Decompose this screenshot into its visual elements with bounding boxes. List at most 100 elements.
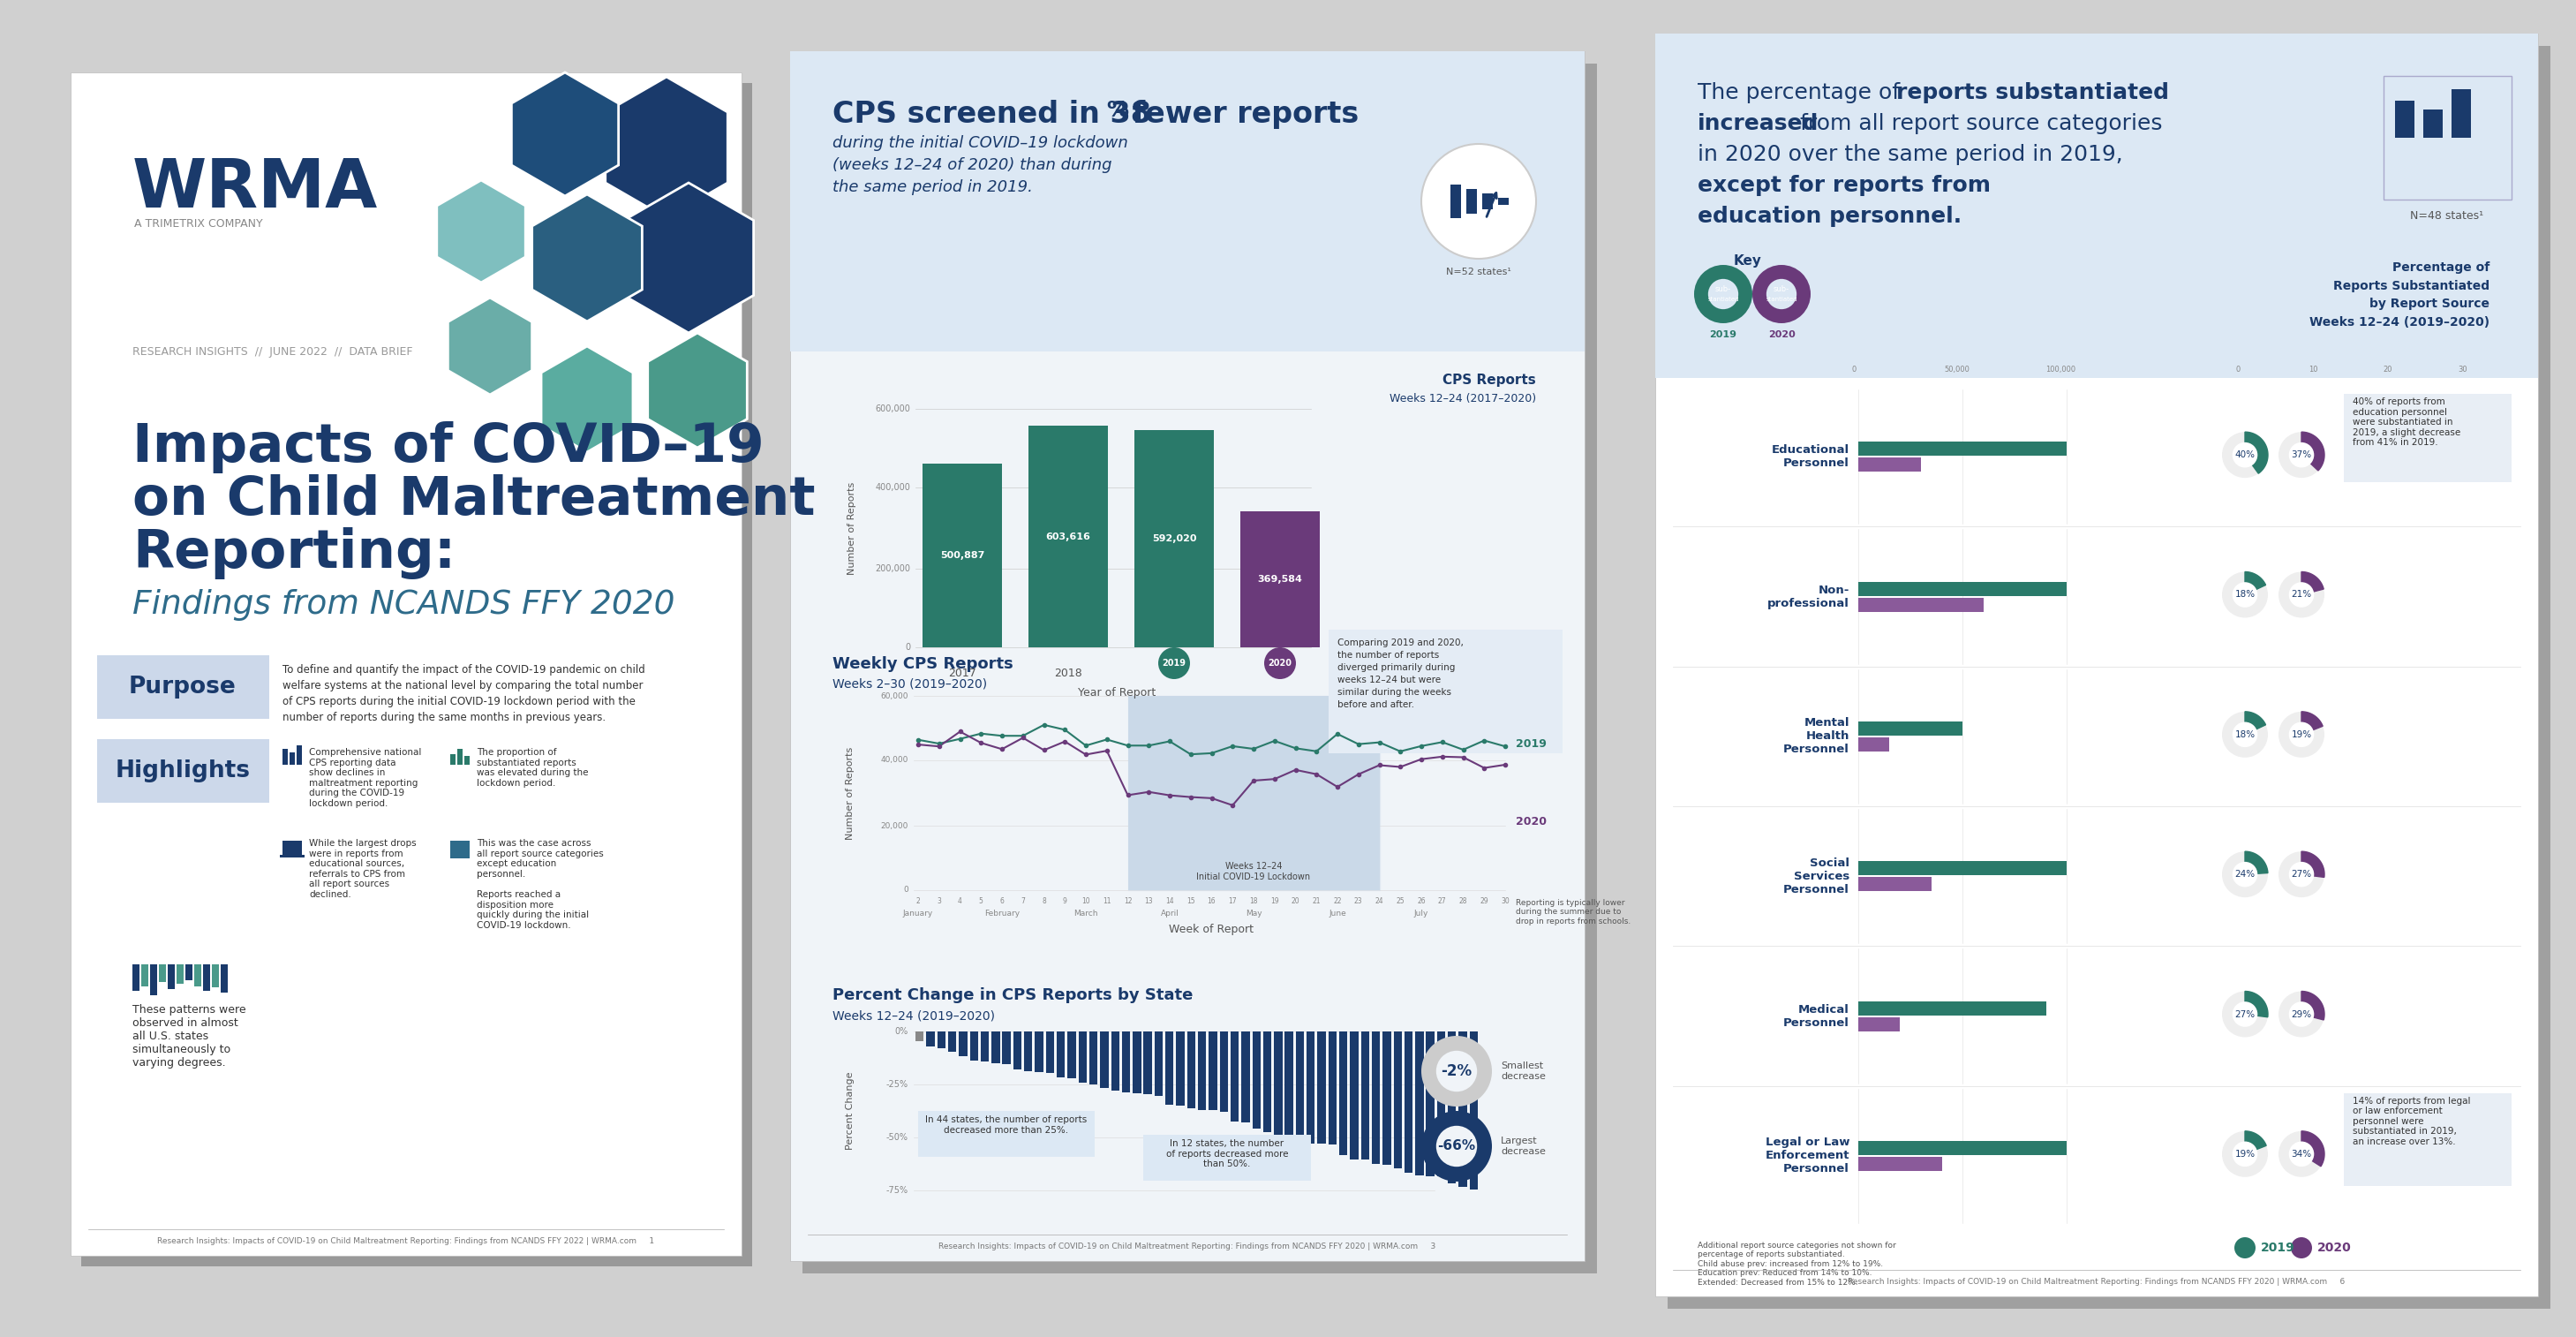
FancyBboxPatch shape bbox=[464, 755, 469, 765]
Text: 27%: 27% bbox=[2290, 870, 2311, 878]
Circle shape bbox=[2233, 1237, 2257, 1258]
Text: except for reports from: except for reports from bbox=[1698, 175, 1991, 197]
Text: education personnel.: education personnel. bbox=[1698, 206, 1963, 227]
Circle shape bbox=[2233, 722, 2257, 747]
Text: 25: 25 bbox=[1396, 897, 1404, 905]
FancyBboxPatch shape bbox=[917, 1111, 1095, 1157]
FancyBboxPatch shape bbox=[1128, 695, 1378, 890]
FancyBboxPatch shape bbox=[804, 64, 1597, 1273]
FancyBboxPatch shape bbox=[1144, 1135, 1311, 1181]
FancyBboxPatch shape bbox=[981, 1031, 989, 1062]
Text: 50,000: 50,000 bbox=[1945, 365, 1971, 373]
FancyBboxPatch shape bbox=[1667, 45, 2550, 1309]
Text: The percentage of: The percentage of bbox=[1698, 82, 1906, 103]
Text: 30: 30 bbox=[1502, 897, 1510, 905]
Circle shape bbox=[2233, 1001, 2257, 1027]
FancyBboxPatch shape bbox=[1394, 1031, 1401, 1169]
Text: -2%: -2% bbox=[1440, 1063, 1471, 1079]
Text: 100,000: 100,000 bbox=[2045, 365, 2076, 373]
Text: WRMA: WRMA bbox=[131, 156, 379, 222]
Text: Social
Services
Personnel: Social Services Personnel bbox=[1783, 857, 1850, 896]
FancyBboxPatch shape bbox=[1285, 1031, 1293, 1139]
Polygon shape bbox=[513, 72, 618, 197]
Text: 6: 6 bbox=[999, 897, 1005, 905]
FancyBboxPatch shape bbox=[1164, 1031, 1175, 1104]
Text: 0: 0 bbox=[904, 643, 909, 651]
FancyBboxPatch shape bbox=[211, 964, 219, 987]
Text: reports substantiated: reports substantiated bbox=[1896, 82, 2169, 103]
Text: Highlights: Highlights bbox=[116, 759, 250, 782]
Polygon shape bbox=[2244, 1131, 2267, 1154]
FancyBboxPatch shape bbox=[791, 51, 1584, 1261]
Text: 21%: 21% bbox=[2290, 591, 2311, 599]
Circle shape bbox=[1265, 647, 1296, 679]
Text: March: March bbox=[1074, 909, 1097, 917]
Circle shape bbox=[1767, 279, 1795, 309]
FancyBboxPatch shape bbox=[1468, 1031, 1479, 1190]
FancyBboxPatch shape bbox=[1262, 1031, 1273, 1132]
Text: 20,000: 20,000 bbox=[881, 822, 909, 830]
Circle shape bbox=[2223, 432, 2267, 477]
Circle shape bbox=[2280, 711, 2324, 758]
Text: Comparing 2019 and 2020,
the number of reports
diverged primarily during
weeks 1: Comparing 2019 and 2020, the number of r… bbox=[1337, 639, 1463, 709]
Polygon shape bbox=[605, 76, 726, 218]
FancyBboxPatch shape bbox=[296, 745, 301, 765]
Text: 16: 16 bbox=[1208, 897, 1216, 905]
Text: 27: 27 bbox=[1437, 897, 1448, 905]
Circle shape bbox=[2223, 991, 2267, 1038]
FancyBboxPatch shape bbox=[1144, 1031, 1151, 1095]
FancyBboxPatch shape bbox=[283, 841, 301, 854]
Text: 37%: 37% bbox=[2290, 451, 2311, 460]
Text: 7: 7 bbox=[1020, 897, 1025, 905]
Text: Reporting is typically lower
during the summer due to
drop in reports from schoo: Reporting is typically lower during the … bbox=[1515, 898, 1631, 925]
Text: 10: 10 bbox=[2308, 365, 2318, 373]
Circle shape bbox=[2223, 572, 2267, 618]
Text: Weekly CPS Reports: Weekly CPS Reports bbox=[832, 656, 1012, 673]
Text: 12: 12 bbox=[1123, 897, 1131, 905]
FancyBboxPatch shape bbox=[1133, 1031, 1141, 1094]
Text: 200,000: 200,000 bbox=[876, 564, 909, 574]
Text: 24%: 24% bbox=[2236, 870, 2254, 878]
FancyBboxPatch shape bbox=[2424, 110, 2442, 138]
FancyBboxPatch shape bbox=[1028, 427, 1108, 647]
Text: sub-: sub- bbox=[1716, 286, 1731, 294]
Text: 17: 17 bbox=[1229, 897, 1236, 905]
FancyBboxPatch shape bbox=[1857, 457, 1922, 472]
FancyBboxPatch shape bbox=[1208, 1031, 1216, 1110]
FancyBboxPatch shape bbox=[98, 655, 270, 719]
FancyBboxPatch shape bbox=[1404, 1031, 1412, 1173]
Text: Week of Report: Week of Report bbox=[1170, 924, 1255, 935]
Circle shape bbox=[1437, 1126, 1476, 1167]
FancyBboxPatch shape bbox=[1857, 1017, 1901, 1031]
Text: 30: 30 bbox=[2458, 365, 2468, 373]
FancyBboxPatch shape bbox=[927, 1031, 935, 1047]
FancyBboxPatch shape bbox=[1329, 1031, 1337, 1144]
Text: 600,000: 600,000 bbox=[876, 405, 909, 413]
FancyBboxPatch shape bbox=[958, 1031, 966, 1056]
Text: Findings from NCANDS FFY 2020: Findings from NCANDS FFY 2020 bbox=[131, 590, 675, 620]
FancyBboxPatch shape bbox=[948, 1031, 956, 1052]
Text: To define and quantify the impact of the COVID-19 pandemic on child
welfare syst: To define and quantify the impact of the… bbox=[283, 664, 644, 723]
Text: %: % bbox=[1105, 100, 1128, 120]
FancyBboxPatch shape bbox=[1857, 722, 1963, 735]
FancyBboxPatch shape bbox=[914, 1031, 925, 1042]
Text: 40% of reports from
education personnel
were substantiated in
2019, a slight dec: 40% of reports from education personnel … bbox=[2352, 397, 2460, 447]
FancyBboxPatch shape bbox=[1857, 582, 2066, 596]
Text: 19: 19 bbox=[1270, 897, 1278, 905]
Text: N=52 states¹: N=52 states¹ bbox=[1445, 267, 1512, 277]
FancyBboxPatch shape bbox=[1340, 1031, 1347, 1155]
Polygon shape bbox=[2244, 711, 2267, 734]
FancyBboxPatch shape bbox=[70, 72, 742, 1255]
Text: 29%: 29% bbox=[2290, 1009, 2311, 1019]
Text: While the largest drops
were in reports from
educational sources,
referrals to C: While the largest drops were in reports … bbox=[309, 838, 417, 898]
Circle shape bbox=[2280, 991, 2324, 1038]
FancyBboxPatch shape bbox=[1450, 185, 1461, 218]
Text: 11: 11 bbox=[1103, 897, 1110, 905]
FancyBboxPatch shape bbox=[1133, 431, 1213, 647]
Text: The proportion of
substantiated reports
was elevated during the
lockdown period.: The proportion of substantiated reports … bbox=[477, 747, 587, 787]
FancyBboxPatch shape bbox=[167, 964, 175, 989]
Text: during the initial COVID–19 lockdown
(weeks 12–24 of 2020) than during
the same : during the initial COVID–19 lockdown (we… bbox=[832, 135, 1128, 195]
FancyBboxPatch shape bbox=[149, 964, 157, 995]
FancyBboxPatch shape bbox=[2396, 100, 2414, 138]
Text: stantiated: stantiated bbox=[1708, 297, 1739, 302]
